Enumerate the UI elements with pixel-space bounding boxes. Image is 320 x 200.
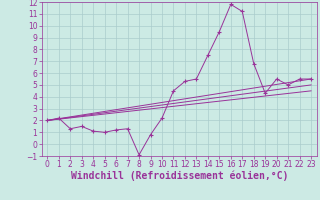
X-axis label: Windchill (Refroidissement éolien,°C): Windchill (Refroidissement éolien,°C)	[70, 171, 288, 181]
